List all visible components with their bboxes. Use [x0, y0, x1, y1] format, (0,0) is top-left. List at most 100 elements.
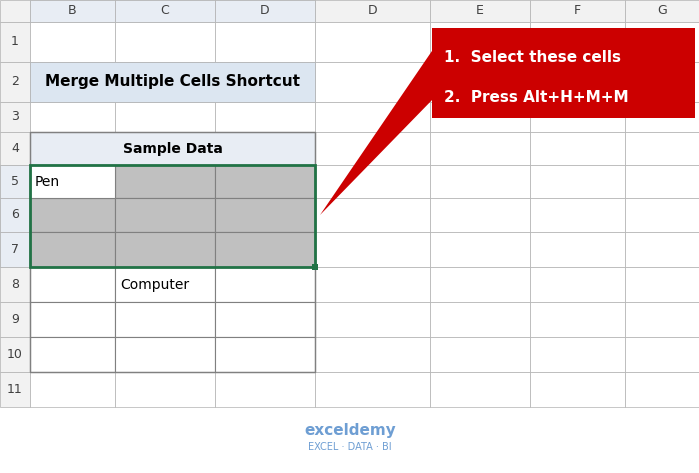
- Text: D: D: [368, 5, 377, 18]
- Bar: [30, 337, 115, 372]
- Bar: [215, 232, 315, 267]
- Text: 11: 11: [7, 383, 23, 396]
- Bar: [30, 337, 115, 372]
- Text: 10: 10: [7, 348, 23, 361]
- Bar: [30, 165, 115, 198]
- Bar: [625, 22, 699, 62]
- Bar: [430, 132, 530, 165]
- Bar: [115, 0, 215, 22]
- Bar: [115, 102, 215, 132]
- Bar: [530, 0, 625, 22]
- Text: 7: 7: [11, 243, 19, 256]
- Bar: [115, 198, 215, 232]
- Bar: [430, 232, 530, 267]
- Bar: [0, 198, 30, 232]
- Bar: [30, 165, 115, 198]
- Text: 5: 5: [11, 175, 19, 188]
- Bar: [215, 302, 315, 337]
- Bar: [430, 165, 530, 198]
- Bar: [30, 102, 115, 132]
- Text: 3: 3: [11, 111, 19, 123]
- Text: B: B: [69, 5, 77, 18]
- Bar: [115, 165, 215, 198]
- Text: Computer: Computer: [120, 278, 189, 291]
- Bar: [315, 102, 430, 132]
- Bar: [0, 232, 30, 267]
- Text: 6: 6: [11, 209, 19, 221]
- Bar: [215, 232, 315, 267]
- Bar: [0, 302, 30, 337]
- Bar: [115, 232, 215, 267]
- Bar: [530, 337, 625, 372]
- Bar: [215, 132, 315, 165]
- Bar: [115, 0, 215, 22]
- Bar: [625, 267, 699, 302]
- Bar: [215, 372, 315, 407]
- Bar: [215, 102, 315, 132]
- Bar: [0, 372, 30, 407]
- Bar: [115, 372, 215, 407]
- Bar: [315, 0, 430, 22]
- Text: 2.  Press Alt+H+M+M: 2. Press Alt+H+M+M: [444, 90, 628, 105]
- Bar: [215, 302, 315, 337]
- Bar: [30, 0, 115, 22]
- Bar: [0, 198, 30, 232]
- Bar: [0, 62, 30, 102]
- Bar: [30, 302, 115, 337]
- Bar: [115, 267, 215, 302]
- Text: 8: 8: [11, 278, 19, 291]
- Bar: [0, 102, 30, 132]
- Bar: [115, 198, 215, 232]
- Bar: [115, 132, 215, 165]
- Bar: [625, 372, 699, 407]
- Bar: [0, 22, 30, 62]
- Bar: [115, 337, 215, 372]
- Bar: [315, 372, 430, 407]
- Text: Sample Data: Sample Data: [122, 141, 222, 156]
- Bar: [430, 372, 530, 407]
- Bar: [625, 0, 699, 22]
- Text: G: G: [657, 5, 667, 18]
- Bar: [625, 337, 699, 372]
- Bar: [0, 337, 30, 372]
- Text: Pen: Pen: [35, 175, 60, 189]
- Bar: [430, 102, 530, 132]
- Bar: [30, 132, 315, 372]
- Bar: [215, 198, 315, 232]
- Bar: [430, 62, 530, 102]
- Bar: [115, 302, 215, 337]
- Bar: [30, 232, 115, 267]
- Bar: [30, 22, 115, 62]
- Bar: [430, 267, 530, 302]
- Bar: [0, 165, 30, 198]
- Bar: [215, 267, 315, 302]
- Text: 1: 1: [11, 35, 19, 49]
- Bar: [530, 267, 625, 302]
- Bar: [315, 62, 430, 102]
- Bar: [0, 232, 30, 267]
- Text: 6: 6: [11, 209, 19, 221]
- Bar: [30, 302, 115, 337]
- Bar: [315, 198, 430, 232]
- Bar: [215, 0, 315, 22]
- Bar: [315, 232, 430, 267]
- Bar: [430, 337, 530, 372]
- Text: 5: 5: [11, 175, 19, 188]
- Bar: [30, 372, 115, 407]
- Text: 4: 4: [11, 142, 19, 155]
- Bar: [30, 198, 115, 232]
- Text: F: F: [574, 5, 581, 18]
- Text: EXCEL · DATA · BI: EXCEL · DATA · BI: [308, 442, 392, 452]
- Bar: [312, 264, 318, 270]
- Text: 2: 2: [11, 76, 19, 88]
- Text: D: D: [260, 5, 270, 18]
- Bar: [30, 267, 115, 302]
- Text: B: B: [161, 5, 169, 18]
- Bar: [215, 337, 315, 372]
- Bar: [315, 132, 430, 165]
- Bar: [530, 372, 625, 407]
- Bar: [625, 102, 699, 132]
- Bar: [625, 198, 699, 232]
- Bar: [315, 165, 430, 198]
- Bar: [0, 267, 30, 302]
